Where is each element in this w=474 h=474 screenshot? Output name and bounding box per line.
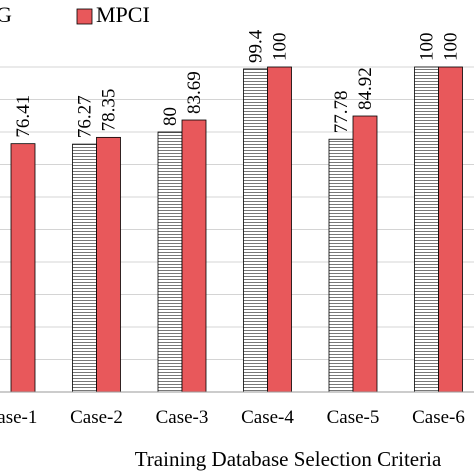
- value-label: 100: [270, 33, 291, 62]
- x-tick-label: Case-1: [0, 407, 37, 428]
- x-tick-label: Case-3: [156, 407, 209, 428]
- value-label: 77.78: [331, 90, 352, 133]
- legend-swatch-mpci: [76, 8, 93, 25]
- bars: [10, 66, 463, 393]
- value-label: 80: [160, 107, 181, 126]
- bar-mpci-case-5: [352, 115, 378, 393]
- value-label: 84.92: [355, 67, 376, 110]
- legend-label-g: G: [0, 2, 12, 27]
- x-axis-title: Training Database Selection Criteria: [135, 447, 442, 471]
- value-label: 100: [441, 33, 462, 62]
- bar-g-case-4: [243, 68, 268, 393]
- bar-mpci-case-2: [96, 136, 121, 393]
- legend: G MPCI: [0, 2, 150, 27]
- bar-g-case-3: [157, 131, 183, 393]
- bar-mpci-case-6: [438, 66, 463, 393]
- bar-mpci-case-1: [10, 143, 36, 393]
- value-label: 78.35: [99, 89, 120, 132]
- value-label: 76.27: [75, 95, 96, 138]
- bar-mpci-case-4: [267, 66, 292, 393]
- x-tick-label: Case-4: [241, 407, 294, 428]
- value-label: 99.4: [246, 29, 267, 63]
- x-tick-label: Case-6: [412, 407, 465, 428]
- tick-labels: Case-1Case-2Case-3Case-4Case-5Case-6Case…: [0, 407, 465, 428]
- value-label: 76.41: [13, 95, 34, 138]
- gridlines: [0, 66, 474, 393]
- bar-mpci-case-3: [181, 119, 207, 393]
- value-label: 100: [417, 33, 438, 62]
- x-tick-label: Case-5: [327, 407, 380, 428]
- value-label: 83.69: [184, 71, 205, 114]
- bar-g-case-5: [328, 138, 354, 393]
- bar-g-case-2: [72, 143, 97, 393]
- x-tick-label: Case-2: [70, 407, 123, 428]
- bar-g-case-6: [414, 66, 439, 393]
- legend-label-mpci: MPCI: [96, 2, 150, 27]
